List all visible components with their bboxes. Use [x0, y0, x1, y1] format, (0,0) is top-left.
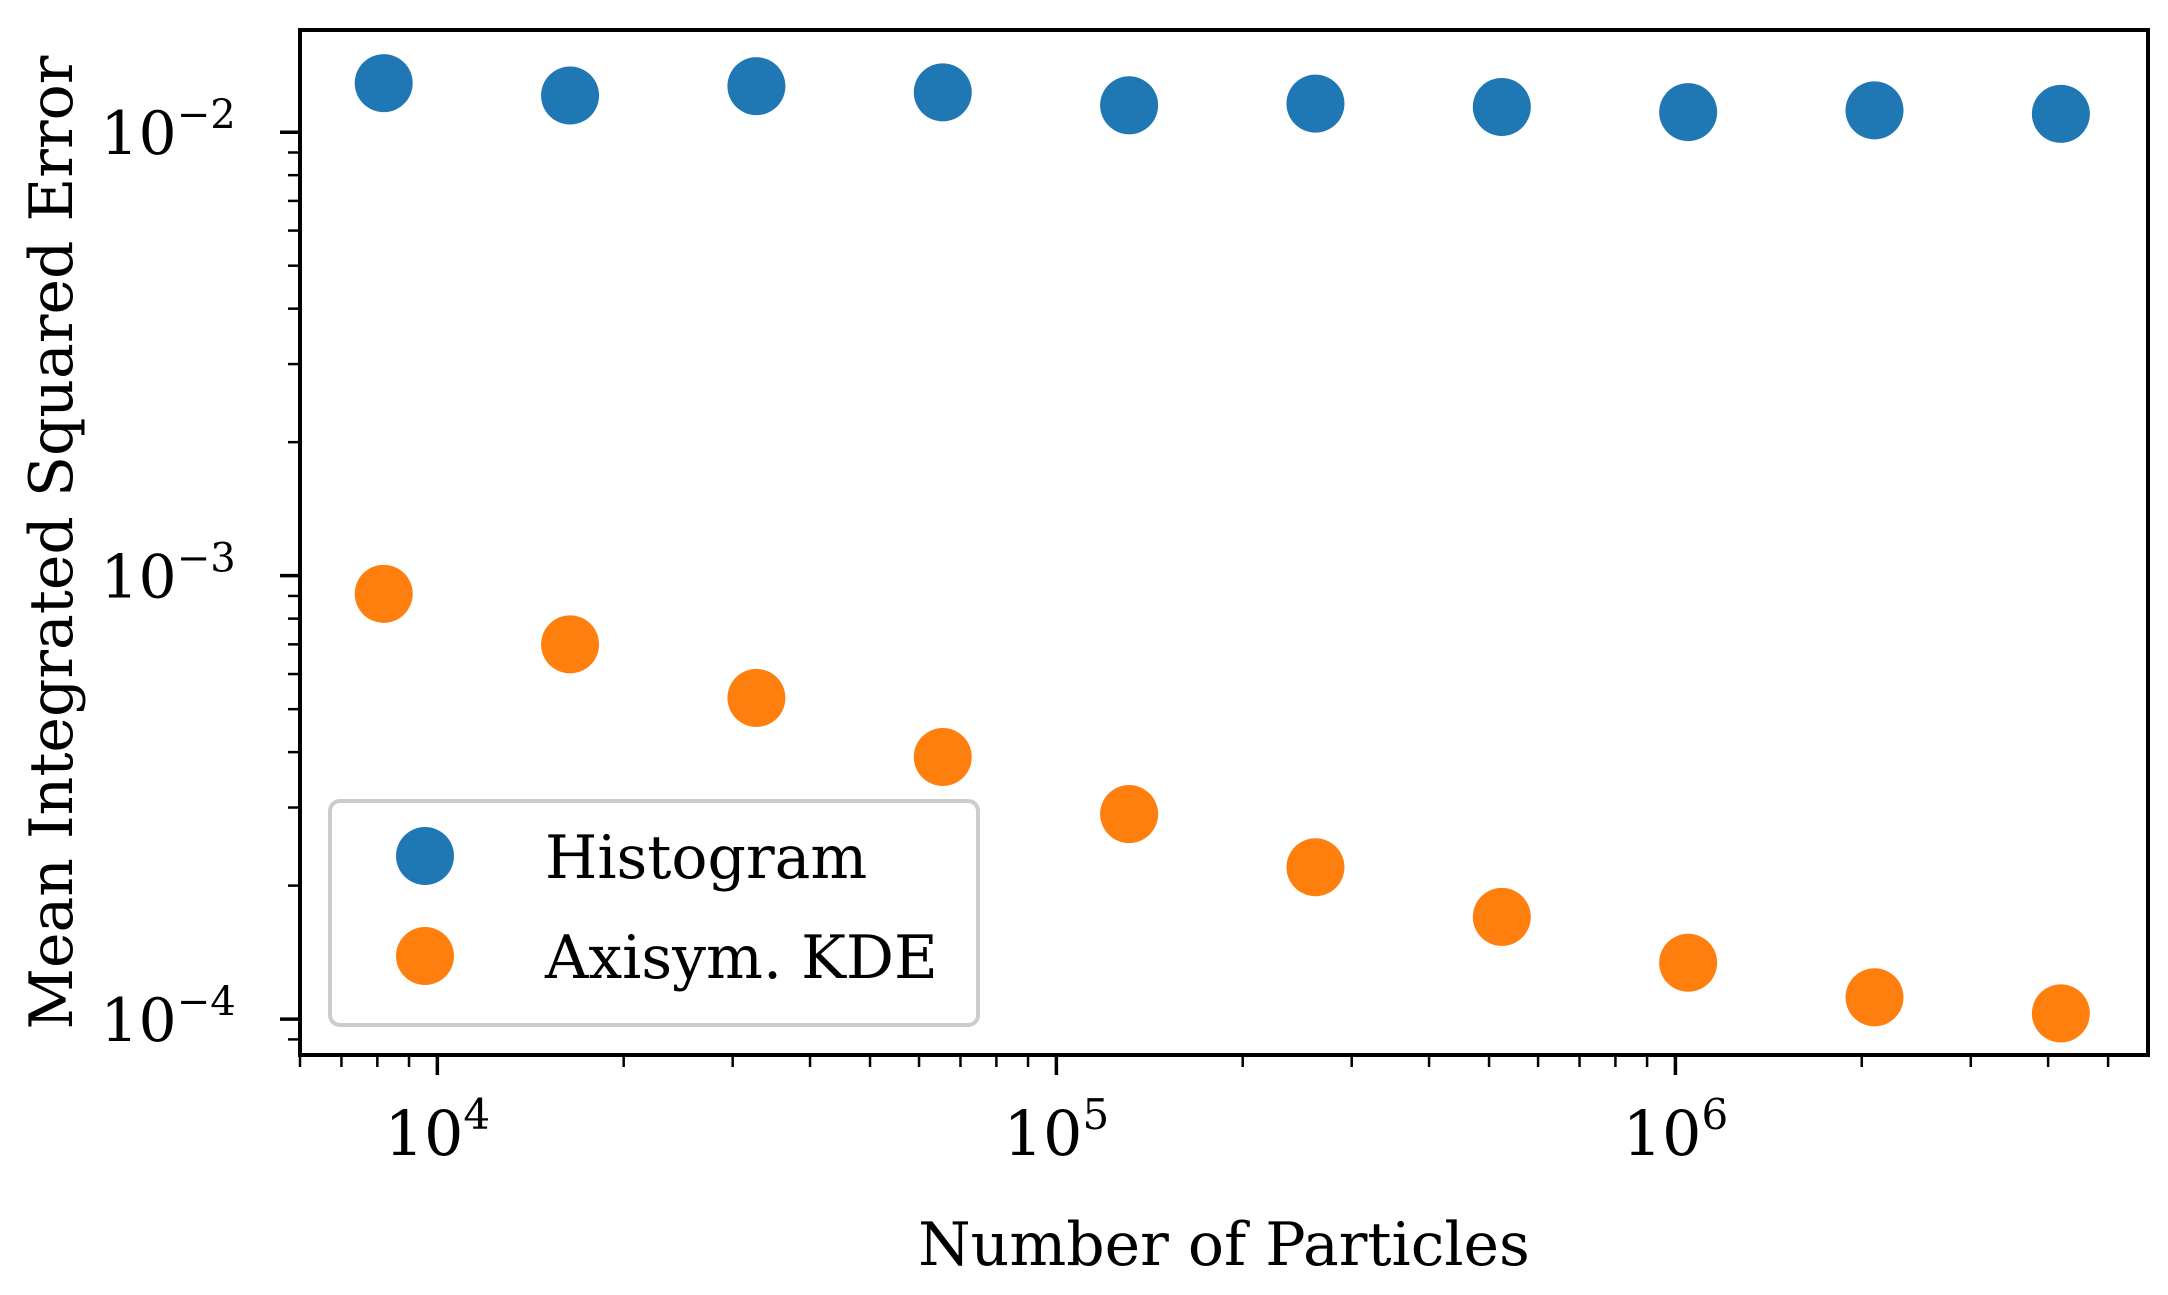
legend-label: Histogram — [545, 823, 867, 893]
data-point — [1845, 968, 1904, 1027]
legend-box — [328, 799, 980, 1027]
data-point — [727, 57, 786, 116]
data-point — [727, 668, 786, 727]
data-point — [2031, 984, 2090, 1043]
y-axis-label: Mean Integrated Squared Error — [17, 55, 87, 1029]
y-tick-label: 10−4 — [100, 979, 235, 1056]
plot-marks — [354, 54, 2090, 1043]
data-point — [354, 564, 413, 623]
x-tick-label: 105 — [1004, 1090, 1110, 1170]
y-tick-label: 10−3 — [100, 536, 235, 613]
data-point — [913, 728, 972, 787]
data-point — [541, 66, 600, 125]
legend-marker — [396, 827, 454, 885]
y-tick-label: 10−2 — [100, 92, 235, 169]
data-point — [913, 63, 972, 122]
data-point — [1100, 76, 1159, 135]
axis-ticks: 104 105 106 10−4 10−3 10−2 — [100, 92, 2110, 1170]
legend: Histogram Axisym. KDE — [328, 799, 980, 1027]
data-point — [1472, 887, 1531, 946]
series-histogram — [354, 54, 2090, 143]
legend-label: Axisym. KDE — [544, 923, 938, 993]
data-point — [1472, 77, 1531, 136]
data-point — [1845, 81, 1904, 140]
data-point — [1659, 933, 1718, 992]
legend-marker — [396, 927, 454, 985]
data-point — [1286, 838, 1345, 897]
data-point — [2031, 84, 2090, 143]
data-point — [541, 615, 600, 674]
data-point — [1659, 83, 1718, 142]
x-axis-label: Number of Particles — [918, 1210, 1530, 1280]
series-axisym-kde — [354, 564, 2090, 1043]
data-point — [1286, 74, 1345, 133]
x-tick-label: 104 — [385, 1090, 491, 1170]
data-point — [1100, 785, 1159, 844]
plot-frame — [298, 28, 2150, 1057]
data-point — [354, 54, 413, 113]
x-tick-label: 106 — [1623, 1090, 1729, 1170]
